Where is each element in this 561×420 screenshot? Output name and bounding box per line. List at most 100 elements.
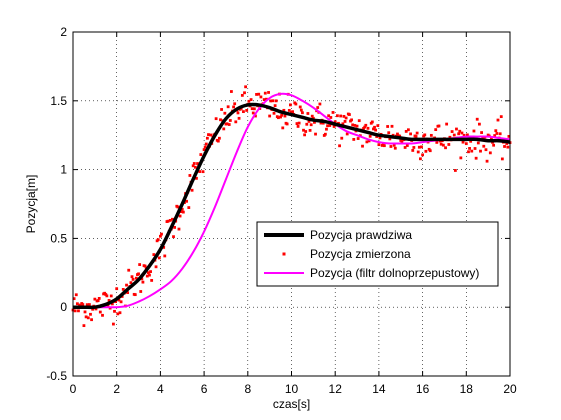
measured-point bbox=[400, 139, 404, 143]
legend: Pozycja prawdziwa Pozycja zmierzona Pozy… bbox=[256, 221, 499, 287]
measured-point bbox=[187, 206, 191, 209]
measured-point bbox=[89, 312, 92, 316]
legend-label-true: Pozycja prawdziwa bbox=[310, 228, 412, 242]
measured-point bbox=[84, 315, 88, 319]
measured-point bbox=[458, 129, 462, 133]
measured-point bbox=[472, 129, 476, 133]
measured-point bbox=[363, 125, 367, 129]
measured-point bbox=[262, 98, 266, 101]
measured-point bbox=[296, 125, 300, 128]
measured-point bbox=[323, 132, 327, 136]
measured-point bbox=[373, 125, 376, 129]
measured-point bbox=[457, 132, 461, 136]
measured-point bbox=[377, 143, 381, 147]
measured-point bbox=[217, 136, 221, 140]
measured-point bbox=[469, 139, 473, 143]
measured-point bbox=[173, 226, 177, 229]
measured-point bbox=[356, 137, 360, 140]
measured-point bbox=[388, 137, 392, 141]
measured-point bbox=[344, 116, 348, 120]
measured-point bbox=[269, 99, 273, 103]
measured-point bbox=[162, 245, 166, 249]
measured-point bbox=[307, 120, 311, 123]
measured-point bbox=[437, 124, 441, 128]
measured-point bbox=[254, 114, 257, 118]
measured-point bbox=[110, 302, 114, 306]
measured-point bbox=[90, 318, 93, 322]
measured-point bbox=[338, 144, 341, 148]
x-tick-label: 16 bbox=[416, 382, 430, 396]
measured-point bbox=[353, 124, 357, 127]
measured-point bbox=[470, 149, 474, 153]
y-tick-label: 0.5 bbox=[50, 231, 67, 245]
measured-point bbox=[462, 133, 466, 137]
legend-label-measured: Pozycja zmierzona bbox=[310, 247, 411, 261]
x-tick-label: 20 bbox=[503, 382, 517, 396]
measured-point bbox=[152, 253, 156, 256]
measured-point bbox=[131, 277, 135, 281]
measured-point bbox=[390, 124, 394, 128]
measured-point bbox=[107, 299, 111, 302]
measured-point bbox=[247, 99, 251, 103]
measured-point bbox=[125, 283, 128, 287]
measured-point bbox=[420, 145, 423, 149]
measured-point bbox=[419, 157, 422, 161]
measured-point bbox=[343, 120, 347, 123]
measured-point bbox=[441, 143, 445, 147]
measured-point bbox=[188, 174, 192, 177]
x-axis-label: czas[s] bbox=[273, 397, 310, 411]
measured-point bbox=[113, 309, 116, 313]
measured-point bbox=[434, 128, 438, 132]
measured-point bbox=[268, 114, 272, 118]
measured-point bbox=[137, 272, 140, 276]
measured-point bbox=[405, 144, 409, 147]
measured-point bbox=[195, 176, 198, 180]
measured-point bbox=[366, 126, 370, 130]
measured-point bbox=[499, 115, 503, 119]
measured-point bbox=[207, 133, 210, 136]
measured-point bbox=[309, 123, 313, 127]
measured-point bbox=[112, 322, 115, 326]
measured-point bbox=[180, 207, 184, 211]
measured-point bbox=[273, 104, 277, 108]
measured-point bbox=[141, 280, 145, 284]
measured-point bbox=[387, 131, 391, 135]
measured-point bbox=[98, 310, 102, 314]
measured-point bbox=[192, 162, 196, 165]
measured-point bbox=[251, 111, 255, 115]
measured-point bbox=[232, 105, 235, 109]
measured-point bbox=[412, 146, 416, 149]
measured-point bbox=[133, 293, 137, 297]
measured-point bbox=[450, 130, 454, 133]
measured-point bbox=[396, 132, 399, 136]
measured-point bbox=[257, 92, 261, 96]
measured-point bbox=[494, 129, 498, 133]
measured-point bbox=[177, 227, 181, 231]
measured-point bbox=[305, 122, 309, 126]
measured-point bbox=[191, 164, 195, 168]
measured-point bbox=[109, 294, 113, 298]
measured-point bbox=[467, 150, 470, 154]
measured-point bbox=[216, 139, 220, 143]
measured-point bbox=[306, 112, 310, 115]
x-tick-label: 12 bbox=[329, 382, 343, 396]
measured-point bbox=[121, 287, 125, 291]
measured-point bbox=[228, 119, 232, 122]
measured-point bbox=[329, 116, 333, 119]
measured-point bbox=[138, 263, 142, 266]
measured-point bbox=[480, 131, 483, 134]
measured-point bbox=[219, 118, 222, 122]
measured-point bbox=[127, 268, 131, 272]
measured-point bbox=[202, 148, 206, 152]
measured-point bbox=[484, 148, 488, 152]
measured-point bbox=[482, 144, 486, 148]
measured-point bbox=[498, 132, 502, 136]
measured-point bbox=[465, 133, 469, 137]
measured-point bbox=[507, 134, 511, 138]
measured-point bbox=[160, 232, 163, 236]
measured-point bbox=[415, 131, 419, 135]
x-tick-label: 0 bbox=[70, 382, 77, 396]
measured-point bbox=[276, 116, 280, 120]
measured-point bbox=[105, 294, 109, 298]
measured-point bbox=[249, 98, 253, 101]
